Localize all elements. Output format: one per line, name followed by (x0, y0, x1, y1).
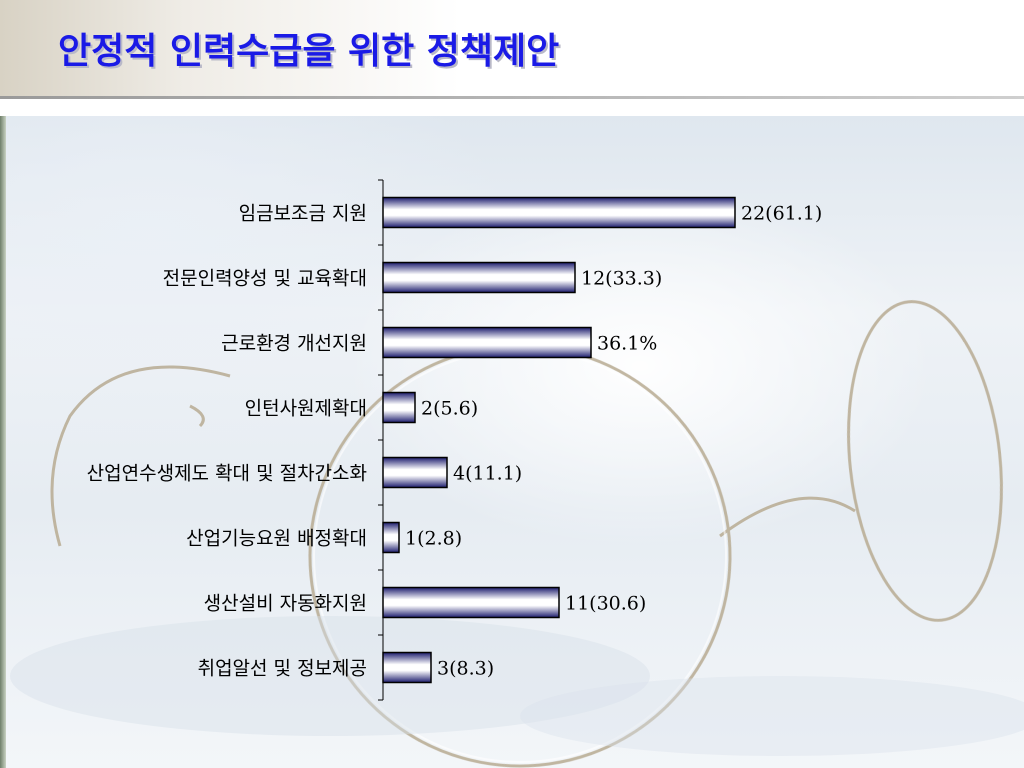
category-label: 전문인력양성 및 교육확대 (163, 268, 367, 290)
bar-1 (382, 196, 736, 229)
data-label: 36.1% (597, 333, 657, 355)
title-divider (0, 96, 1024, 99)
data-labels: 22(61.1) 12(33.3) 36.1% 2(5.6) 4(11.1) 1(2.8)… (405, 203, 822, 680)
data-label: 3(8.3) (437, 658, 494, 680)
data-label: 11(30.6) (565, 593, 646, 615)
bars (382, 196, 736, 684)
category-label: 근로환경 개선지원 (221, 333, 367, 355)
photo-edge (0, 116, 6, 768)
bar-3 (382, 326, 592, 359)
data-label: 22(61.1) (741, 203, 822, 225)
bar-8 (382, 651, 432, 684)
data-label: 1(2.8) (405, 528, 462, 550)
category-label: 생산설비 자동화지원 (204, 593, 367, 615)
eyeglasses-illustration (10, 300, 1024, 768)
category-label: 인턴사원제확대 (245, 398, 367, 420)
data-label: 4(11.1) (453, 463, 522, 485)
title-band (0, 0, 1024, 96)
bar-5 (382, 456, 448, 489)
bar-6 (382, 521, 400, 554)
category-label: 산업연수생제도 확대 및 절차간소화 (87, 463, 367, 485)
category-label: 산업기능요원 배정확대 (186, 528, 367, 550)
y-axis (378, 179, 384, 701)
slide-title: 안정적 인력수급을 위한 정책제안 (58, 31, 560, 72)
bar-2 (382, 261, 576, 294)
bar-4 (382, 391, 416, 424)
data-label: 12(33.3) (581, 268, 662, 290)
bar-7 (382, 586, 560, 619)
data-label: 2(5.6) (421, 398, 478, 420)
category-label: 임금보조금 지원 (239, 203, 367, 225)
category-label: 취업알선 및 정보제공 (198, 658, 367, 680)
